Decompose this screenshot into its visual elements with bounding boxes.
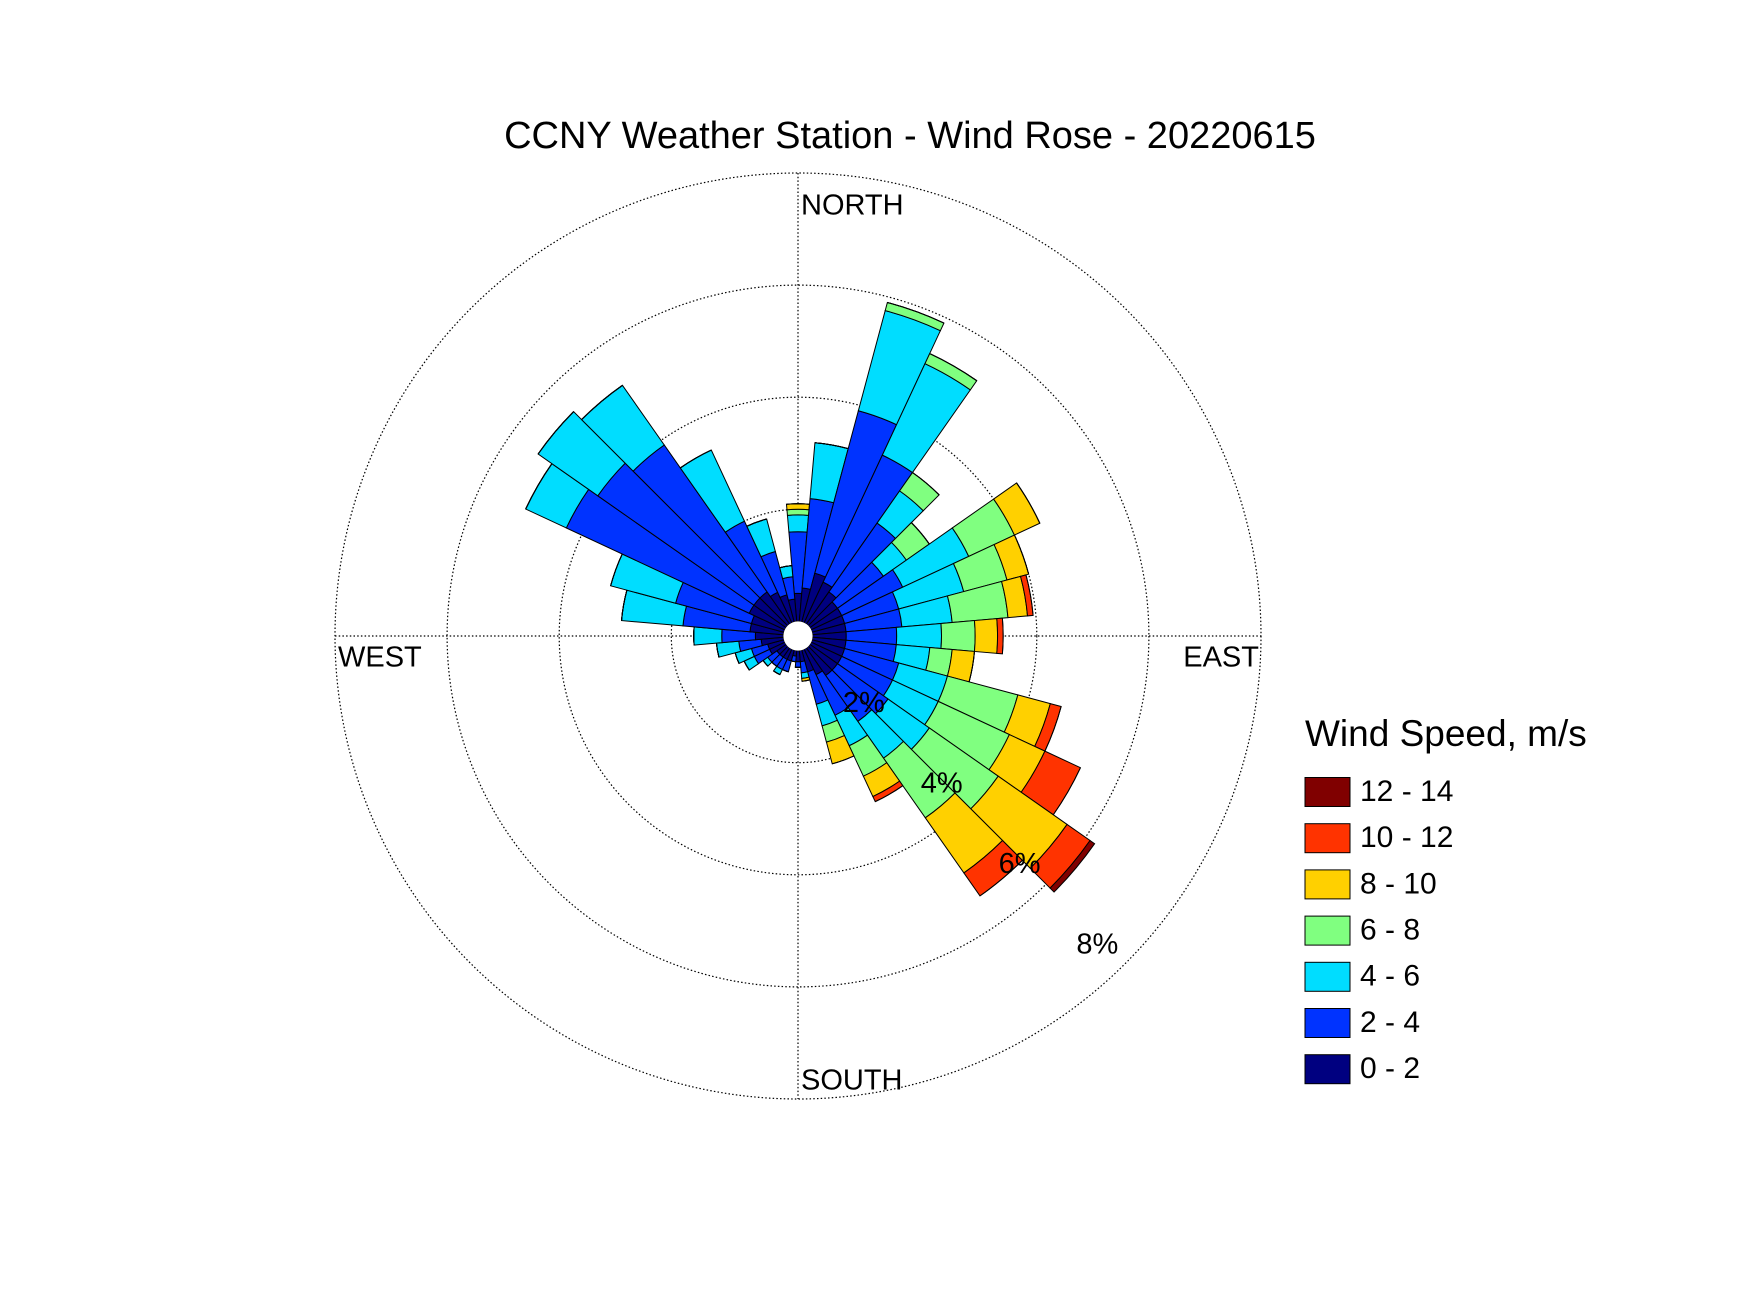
wedge-segment: [779, 565, 792, 569]
grid-ring: [334, 172, 1262, 1100]
wedge-segment: [746, 518, 767, 527]
wedge-segment: [887, 301, 945, 324]
legend-swatch: [1304, 1008, 1351, 1038]
wedge-segment: [973, 618, 999, 654]
wedge-segment: [786, 514, 810, 533]
wedge-segment: [680, 449, 712, 469]
wedge-segment: [785, 503, 811, 511]
ring-label: 2%: [843, 687, 885, 719]
wedge-segment: [786, 503, 810, 505]
legend-label: 8 - 10: [1360, 867, 1437, 900]
wedge-segment: [912, 472, 940, 496]
legend-swatch: [1304, 777, 1351, 807]
wedge-segment: [786, 508, 810, 516]
legend-label: 4 - 6: [1360, 960, 1420, 993]
legend-label: 12 - 14: [1360, 775, 1453, 808]
legend-title: Wind Speed, m/s: [1305, 713, 1587, 754]
grid-ring: [558, 396, 1038, 876]
wedge-segment: [537, 411, 575, 455]
wedge-segment: [940, 620, 976, 652]
compass-label: NORTH: [801, 190, 904, 222]
grid-ring: [446, 284, 1150, 988]
wedge-segment: [794, 661, 802, 668]
compass-label: SOUTH: [801, 1065, 903, 1097]
wedge-segment: [1013, 534, 1030, 575]
wedge-segment: [1049, 839, 1096, 893]
ring-label: 4%: [921, 767, 963, 799]
legend-label: 0 - 2: [1360, 1052, 1420, 1085]
legend-swatch: [1304, 915, 1351, 946]
center-hole: [783, 621, 813, 651]
wedge-segment: [996, 617, 1004, 655]
legend-swatch: [1304, 961, 1351, 992]
compass-label: EAST: [1183, 642, 1259, 674]
legend-label: 6 - 8: [1360, 914, 1420, 947]
legend-swatch: [1304, 823, 1351, 854]
wedge-segment: [1025, 574, 1034, 616]
legend-swatch: [1304, 869, 1351, 900]
chart-title: CCNY Weather Station - Wind Rose - 20220…: [504, 115, 1316, 157]
legend-label: 2 - 4: [1360, 1006, 1420, 1039]
legend-swatch: [1304, 1054, 1351, 1085]
ring-label: 6%: [999, 848, 1041, 880]
wedge-segment: [693, 626, 723, 646]
wedges: [525, 301, 1096, 897]
ring-label: 8%: [1076, 929, 1118, 961]
wedge-segment: [979, 859, 1023, 897]
compass-label: WEST: [338, 642, 422, 674]
legend-label: 10 - 12: [1360, 821, 1453, 854]
